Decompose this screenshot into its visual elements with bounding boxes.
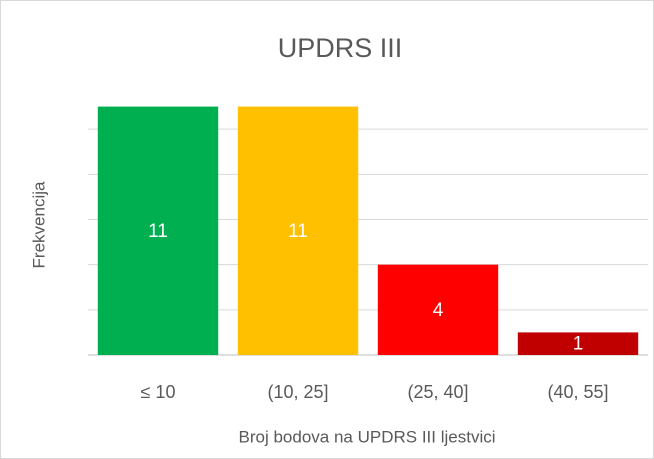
bar: [97, 106, 219, 355]
bar: [517, 332, 639, 355]
x-axis-label: Broj bodova na UPDRS III ljestvici: [239, 427, 496, 446]
bar: [377, 264, 499, 355]
data-label: 11: [148, 221, 168, 242]
x-tick-label: (40, 55]: [547, 382, 608, 402]
data-label: 1: [573, 334, 584, 355]
x-tick-label: ≤ 10: [141, 382, 176, 402]
data-label: 11: [288, 221, 308, 242]
data-label: 4: [433, 300, 444, 321]
chart-title: UPDRS III: [278, 33, 403, 63]
y-axis-label: Frekvencija: [29, 181, 48, 268]
x-tick-label: (10, 25]: [267, 382, 328, 402]
bar: [237, 106, 359, 355]
x-tick-label: (25, 40]: [407, 382, 468, 402]
